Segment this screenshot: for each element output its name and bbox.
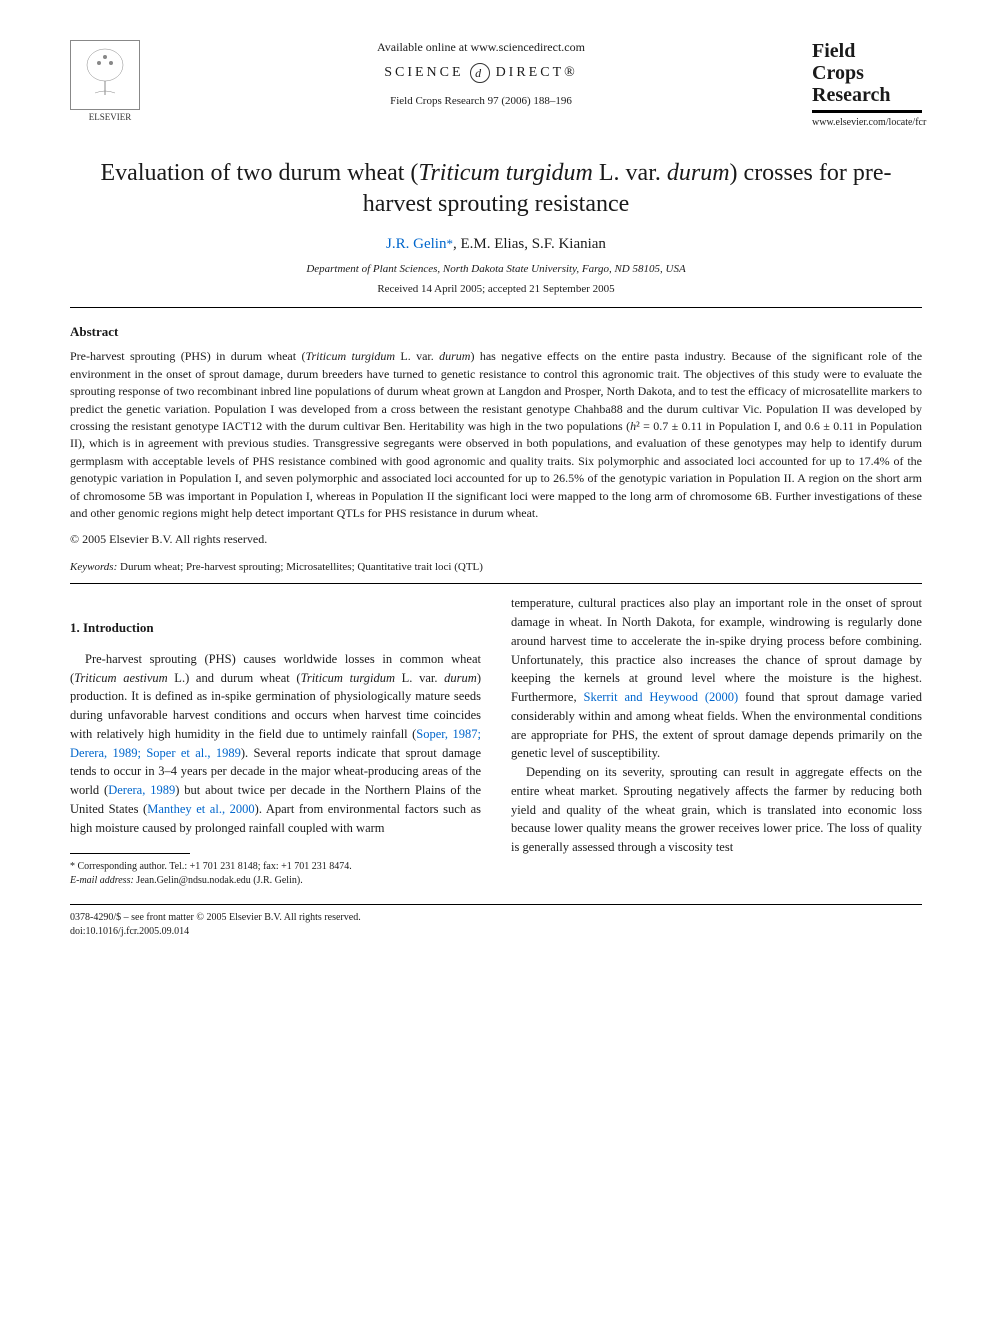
footer-divider: [70, 904, 922, 905]
center-header: Available online at www.sciencedirect.co…: [150, 40, 812, 107]
abstract-body: Pre-harvest sprouting (PHS) in durum whe…: [70, 348, 922, 522]
footnote-divider: [70, 853, 190, 854]
abs-t4: ² = 0.7 ± 0.11 in Population I, and 0.6 …: [70, 419, 922, 520]
publisher-logo: ELSEVIER: [70, 40, 150, 122]
authors: J.R. Gelin*, E.M. Elias, S.F. Kianian: [70, 236, 922, 253]
body-columns: 1. Introduction Pre-harvest sprouting (P…: [70, 594, 922, 888]
corresponding-footnote: * Corresponding author. Tel.: +1 701 231…: [70, 860, 481, 888]
email-value: Jean.Gelin@ndsu.nodak.edu (J.R. Gelin).: [134, 875, 303, 886]
p1i1: Triticum aestivum: [74, 671, 167, 685]
keywords-text: Durum wheat; Pre-harvest sprouting; Micr…: [117, 561, 483, 573]
ref-link-3[interactable]: Manthey et al., 2000: [147, 802, 254, 816]
sd-left: SCIENCE: [384, 65, 463, 81]
elsevier-tree-icon: [70, 40, 140, 110]
other-authors: , E.M. Elias, S.F. Kianian: [453, 236, 606, 252]
intro-para-1a: Pre-harvest sprouting (PHS) causes world…: [70, 650, 481, 838]
section-heading-intro: 1. Introduction: [70, 618, 481, 638]
p2a: Depending on its severity, sprouting can…: [511, 765, 922, 854]
keywords-label: Keywords:: [70, 561, 117, 573]
divider: [70, 583, 922, 584]
footnote-tel-fax: * Corresponding author. Tel.: +1 701 231…: [70, 860, 481, 874]
science-direct-logo: SCIENCE d DIRECT®: [170, 63, 792, 83]
sd-icon: d: [470, 63, 490, 83]
header: ELSEVIER Available online at www.science…: [70, 40, 922, 128]
p1b: L.) and durum wheat (: [168, 671, 301, 685]
footer: 0378-4290/$ – see front matter © 2005 El…: [70, 911, 922, 939]
p1i2: Triticum turgidum: [301, 671, 395, 685]
abs-t2: L. var.: [395, 349, 439, 363]
available-online-text: Available online at www.sciencedirect.co…: [170, 40, 792, 55]
email-label: E-mail address:: [70, 875, 134, 886]
ref-link-4[interactable]: Skerrit and Heywood (2000): [584, 690, 739, 704]
title-italic2: durum: [667, 160, 730, 186]
copyright-text: © 2005 Elsevier B.V. All rights reserved…: [70, 532, 922, 547]
journal-logo: Field Crops Research www.elsevier.com/lo…: [812, 40, 922, 128]
abs-i1: Triticum turgidum: [305, 349, 395, 363]
journal-reference: Field Crops Research 97 (2006) 188–196: [170, 95, 792, 107]
footer-line2: doi:10.1016/j.fcr.2005.09.014: [70, 925, 922, 939]
corresponding-author[interactable]: J.R. Gelin: [386, 236, 446, 252]
p1h: temperature, cultural practices also pla…: [511, 596, 922, 704]
p1i3: durum: [444, 671, 477, 685]
title-part2: L. var.: [593, 160, 667, 186]
ref-link-2[interactable]: Derera, 1989: [108, 783, 175, 797]
keywords: Keywords: Durum wheat; Pre-harvest sprou…: [70, 561, 922, 573]
journal-title-line3: Research: [812, 84, 922, 106]
divider: [70, 307, 922, 308]
sd-right: DIRECT®: [496, 65, 578, 81]
journal-title-line1: Field: [812, 40, 922, 62]
title-italic1: Triticum turgidum: [418, 160, 592, 186]
journal-title-box: Field Crops Research: [812, 40, 922, 113]
footnote-email: E-mail address: Jean.Gelin@ndsu.nodak.ed…: [70, 874, 481, 888]
abs-i2: durum: [439, 349, 470, 363]
abstract-heading: Abstract: [70, 324, 922, 340]
article-dates: Received 14 April 2005; accepted 21 Sept…: [70, 283, 922, 295]
footer-line1: 0378-4290/$ – see front matter © 2005 El…: [70, 911, 922, 925]
p1c: L. var.: [395, 671, 444, 685]
intro-para-1b: temperature, cultural practices also pla…: [511, 594, 922, 763]
journal-url: www.elsevier.com/locate/fcr: [812, 117, 922, 128]
journal-title-line2: Crops: [812, 62, 922, 84]
elsevier-label: ELSEVIER: [70, 112, 150, 122]
abs-t1: Pre-harvest sprouting (PHS) in durum whe…: [70, 349, 305, 363]
affiliation: Department of Plant Sciences, North Dako…: [70, 263, 922, 275]
intro-para-2: Depending on its severity, sprouting can…: [511, 763, 922, 857]
article-title: Evaluation of two durum wheat (Triticum …: [70, 158, 922, 220]
title-part1: Evaluation of two durum wheat (: [101, 160, 419, 186]
